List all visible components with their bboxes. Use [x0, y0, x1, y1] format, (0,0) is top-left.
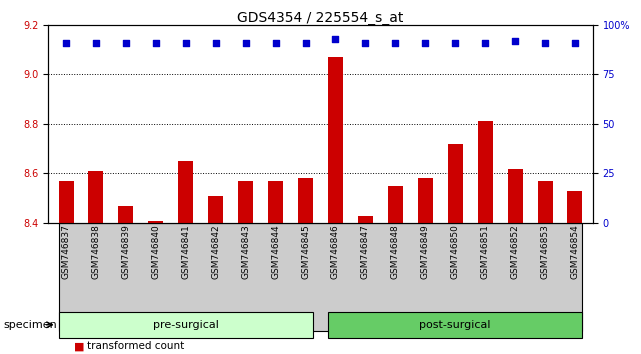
Bar — [268, 181, 283, 223]
Bar — [178, 161, 194, 223]
Bar — [508, 169, 522, 223]
Point — [61, 40, 71, 45]
Bar — [538, 181, 553, 223]
Bar — [447, 144, 463, 223]
Point — [330, 36, 340, 41]
Point — [301, 40, 311, 45]
Bar — [328, 57, 343, 223]
Bar — [148, 221, 163, 223]
Point — [151, 40, 161, 45]
Text: specimen: specimen — [3, 320, 57, 330]
Bar — [208, 196, 223, 223]
Point — [240, 40, 251, 45]
Point — [420, 40, 430, 45]
Point — [540, 40, 550, 45]
Bar — [478, 121, 493, 223]
Point — [211, 40, 221, 45]
Text: pre-surgical: pre-surgical — [153, 320, 219, 330]
Bar — [567, 191, 583, 223]
Point — [510, 38, 520, 44]
Text: post-surgical: post-surgical — [419, 320, 491, 330]
Point — [271, 40, 281, 45]
Point — [360, 40, 370, 45]
Bar — [418, 178, 433, 223]
Point — [91, 40, 101, 45]
Point — [450, 40, 460, 45]
Bar — [358, 216, 373, 223]
Bar — [119, 206, 133, 223]
Bar — [238, 181, 253, 223]
Bar — [58, 181, 74, 223]
Text: ■: ■ — [74, 341, 84, 351]
Point — [390, 40, 401, 45]
Point — [181, 40, 191, 45]
Bar — [88, 171, 103, 223]
Point — [570, 40, 580, 45]
Bar — [388, 186, 403, 223]
Bar — [298, 178, 313, 223]
Point — [480, 40, 490, 45]
Text: GDS4354 / 225554_s_at: GDS4354 / 225554_s_at — [237, 11, 404, 25]
Text: transformed count: transformed count — [87, 341, 184, 351]
Point — [121, 40, 131, 45]
